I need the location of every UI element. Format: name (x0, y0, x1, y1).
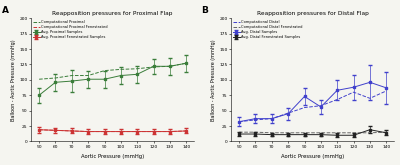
Computational Proximal (86, 75, 90, 77)
Computational Distal Fenestrated (253, 131, 258, 133)
Computational Distal (335, 99, 340, 100)
Computational Proximal Fenestrated (53, 129, 58, 131)
Computational Proximal (184, 62, 189, 64)
Computational Distal Fenestrated (384, 131, 389, 133)
Computational Proximal Fenestrated (135, 131, 140, 132)
Computational Distal (318, 105, 323, 107)
Computational Distal Fenestrated (368, 132, 372, 134)
Computational Distal (253, 119, 258, 121)
Computational Proximal (168, 65, 172, 67)
Computational Distal Fenestrated (335, 132, 340, 134)
Text: A: A (2, 6, 8, 15)
Computational Distal Fenestrated (286, 132, 290, 134)
Computational Proximal (53, 77, 58, 79)
Computational Proximal Fenestrated (168, 131, 172, 132)
Legend: Computational Distal, Computational Distal Fenestrated, Avg. Distal Samples, Avg: Computational Distal, Computational Dist… (233, 20, 302, 39)
Title: Reapposition pressures for Proximal Flap: Reapposition pressures for Proximal Flap (52, 12, 173, 16)
Line: Computational Proximal Fenestrated: Computational Proximal Fenestrated (39, 130, 186, 132)
Computational Proximal Fenestrated (151, 131, 156, 132)
Computational Proximal Fenestrated (102, 131, 107, 132)
Computational Proximal (37, 78, 42, 80)
Computational Proximal (70, 75, 74, 77)
X-axis label: Aortic Pressure (mmHg): Aortic Pressure (mmHg) (281, 154, 344, 159)
Computational Proximal (118, 68, 123, 70)
Computational Distal (270, 118, 274, 120)
Computational Distal (237, 121, 242, 123)
Computational Distal (368, 97, 372, 99)
Computational Distal (351, 91, 356, 93)
Y-axis label: Balloon - Aortic Pressure (mmHg): Balloon - Aortic Pressure (mmHg) (11, 39, 16, 121)
Computational Proximal Fenestrated (37, 129, 42, 131)
Line: Computational Distal Fenestrated: Computational Distal Fenestrated (239, 132, 386, 133)
X-axis label: Aortic Pressure (mmHg): Aortic Pressure (mmHg) (81, 154, 144, 159)
Computational Distal Fenestrated (351, 132, 356, 134)
Computational Proximal (151, 66, 156, 68)
Computational Proximal Fenestrated (86, 131, 90, 132)
Line: Computational Distal: Computational Distal (239, 91, 386, 122)
Computational Proximal Fenestrated (70, 130, 74, 132)
Computational Distal Fenestrated (237, 131, 242, 133)
Computational Proximal Fenestrated (118, 131, 123, 132)
Computational Distal Fenestrated (302, 132, 307, 134)
Text: B: B (202, 6, 208, 15)
Line: Computational Proximal: Computational Proximal (39, 63, 186, 79)
Computational Proximal Fenestrated (184, 130, 189, 132)
Computational Proximal (135, 68, 140, 70)
Computational Distal (286, 112, 290, 114)
Title: Reapposition pressures for Distal Flap: Reapposition pressures for Distal Flap (257, 12, 369, 16)
Computational Distal Fenestrated (270, 132, 274, 134)
Computational Distal Fenestrated (318, 132, 323, 134)
Y-axis label: Balloon - Aortic Pressure (mmHg): Balloon - Aortic Pressure (mmHg) (211, 39, 216, 121)
Computational Proximal (102, 70, 107, 72)
Computational Distal (302, 107, 307, 109)
Computational Distal (384, 90, 389, 92)
Legend: Computational Proximal, Computational Proximal Fenestrated, Avg. Proximal Sample: Computational Proximal, Computational Pr… (33, 20, 108, 39)
